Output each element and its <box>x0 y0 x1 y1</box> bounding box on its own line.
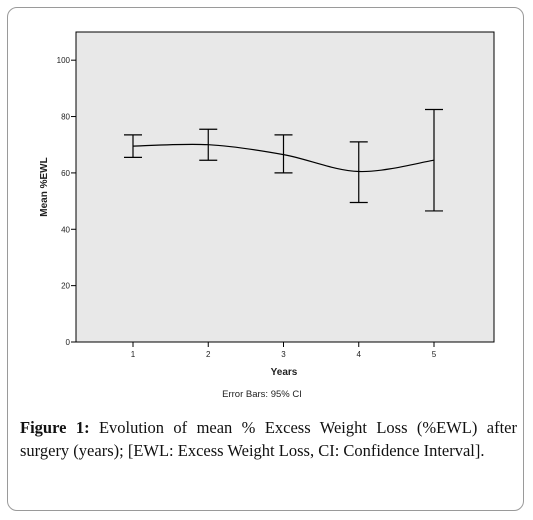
y-axis-title: Mean %EWL <box>39 157 50 216</box>
x-axis-title: Years <box>271 367 298 378</box>
y-tick-label: 20 <box>61 282 70 291</box>
x-tick-label: 1 <box>131 350 136 359</box>
x-ticks: 1 2 3 4 5 <box>131 342 437 359</box>
x-tick-label: 3 <box>281 350 286 359</box>
x-tick-label: 4 <box>357 350 362 359</box>
caption-text: Evolution of mean % Excess Weight Loss (… <box>20 418 517 460</box>
figure-caption: Figure 1: Evolution of mean % Excess Wei… <box>20 416 517 462</box>
y-tick-label: 100 <box>57 56 71 65</box>
y-tick-label: 80 <box>61 113 70 122</box>
mean-line <box>132 143 435 173</box>
x-tick-label: 5 <box>432 350 437 359</box>
caption-label: Figure 1: <box>20 418 90 437</box>
y-tick-label: 0 <box>66 338 71 347</box>
x-tick-label: 2 <box>206 350 211 359</box>
plot-area <box>75 31 495 343</box>
y-tick-label: 40 <box>61 225 70 234</box>
error-bars <box>124 108 443 212</box>
error-bars-note: Error Bars: 95% CI <box>222 389 302 400</box>
chart: 0 20 40 60 80 100 1 2 3 4 5 Mean %EWL Years Error… <box>39 31 495 400</box>
y-tick-label: 60 <box>61 169 70 178</box>
y-ticks: 0 20 40 60 80 100 <box>57 56 76 347</box>
